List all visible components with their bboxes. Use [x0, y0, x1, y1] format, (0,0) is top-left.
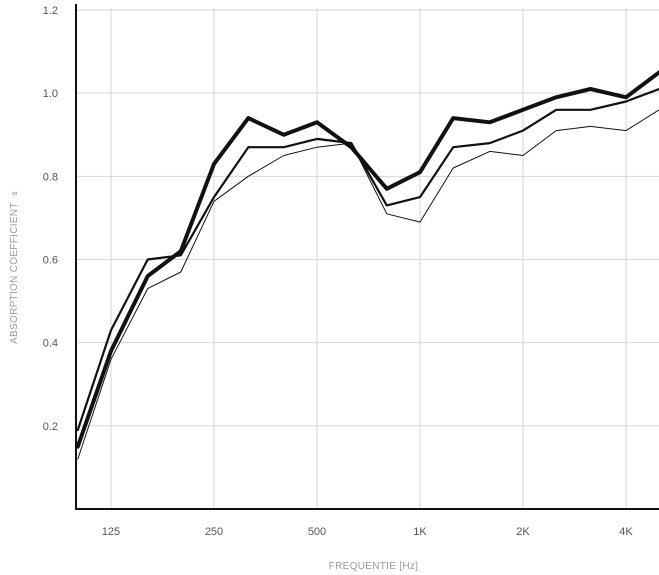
series-line-medium	[76, 87, 659, 432]
y-tick-label: 0.6	[43, 255, 58, 267]
x-tick-labels: 125 250 500 1K 2K 4K	[102, 526, 634, 538]
y-tick-label: 0.2	[43, 421, 58, 433]
x-tick-label: 250	[205, 526, 223, 538]
x-tick-label: 2K	[516, 526, 530, 538]
y-axis-title-main: ABSORPTION COEFFICIENT	[9, 202, 20, 343]
series-layer	[75, 70, 659, 460]
x-axis-title: FREQUENTIE [Hz]	[329, 561, 419, 572]
y-tick-label: 0.8	[43, 171, 58, 183]
x-tick-label: 4K	[619, 526, 633, 538]
y-gridlines	[76, 9, 659, 427]
y-tick-label: 1.0	[43, 88, 58, 100]
y-tick-label: 1.2	[43, 5, 58, 17]
y-axis-title: ABSORPTION COEFFICIENT s	[9, 191, 20, 344]
x-tick-label: 1K	[413, 526, 427, 538]
series-line-thin	[77, 109, 659, 460]
x-tick-label: 125	[102, 526, 120, 538]
x-gridlines	[110, 8, 627, 509]
y-tick-labels: 0.2 0.4 0.6 0.8 1.0 1.2	[43, 5, 58, 433]
y-axis-title-subscript: s	[10, 191, 19, 195]
x-tick-label: 500	[308, 526, 326, 538]
y-tick-label: 0.4	[43, 338, 58, 350]
